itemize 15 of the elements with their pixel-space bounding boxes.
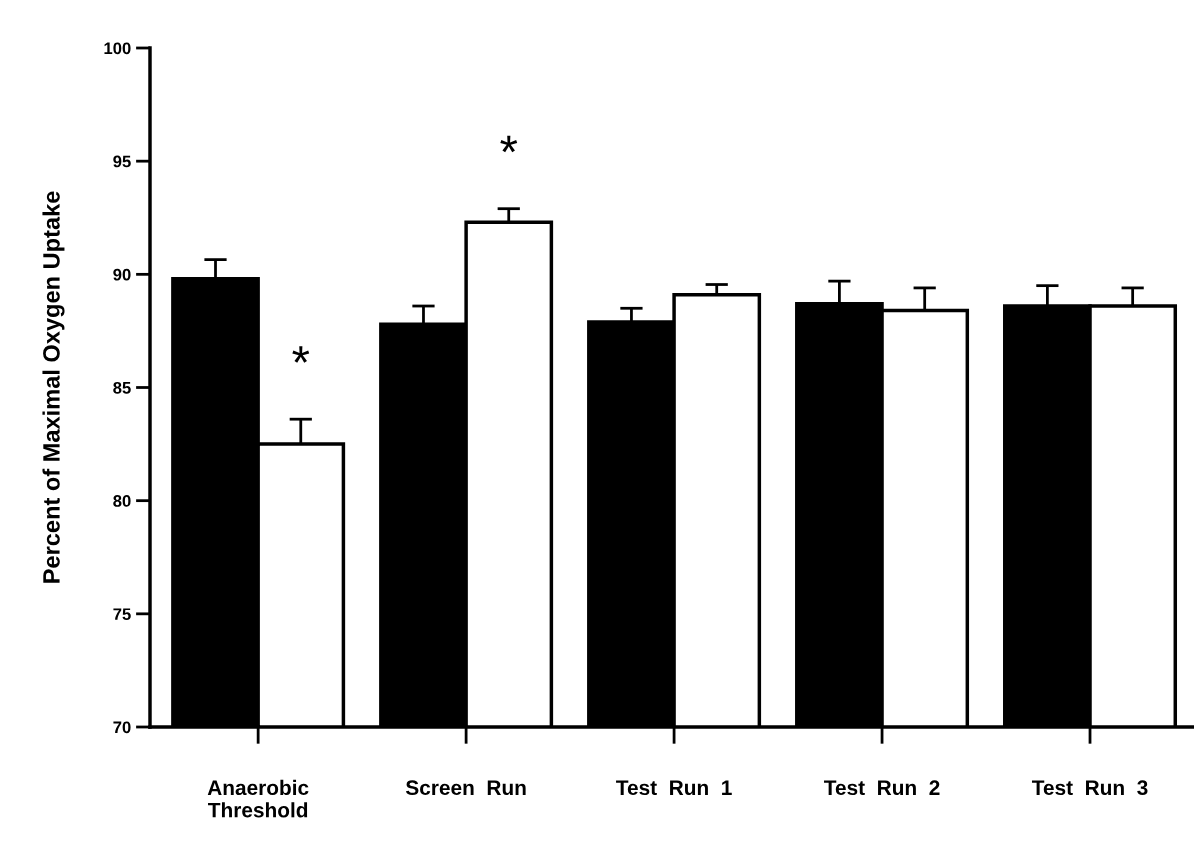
y-tick-label: 85 [113,381,131,394]
y-tick-label: 70 [113,721,131,734]
x-tick-label: Anaerobic Threshold [207,779,309,818]
x-tick-label: Screen Run [405,780,526,796]
annotation: * [292,346,310,363]
annotation: * [500,135,518,153]
x-tick-label: Test Run 1 [616,780,732,796]
y-tick-label: 90 [113,268,131,281]
y-axis-title: Percent of Maximal Oxygen Uptake [42,191,65,583]
y-tick-label: 100 [104,42,131,55]
x-tick-label: Test Run 3 [1031,780,1148,796]
y-tick-label: 75 [113,608,131,621]
x-tick-label: Test Run 2 [824,780,940,796]
y-tick-label: 95 [113,155,131,168]
y-tick-label: 80 [113,495,131,507]
